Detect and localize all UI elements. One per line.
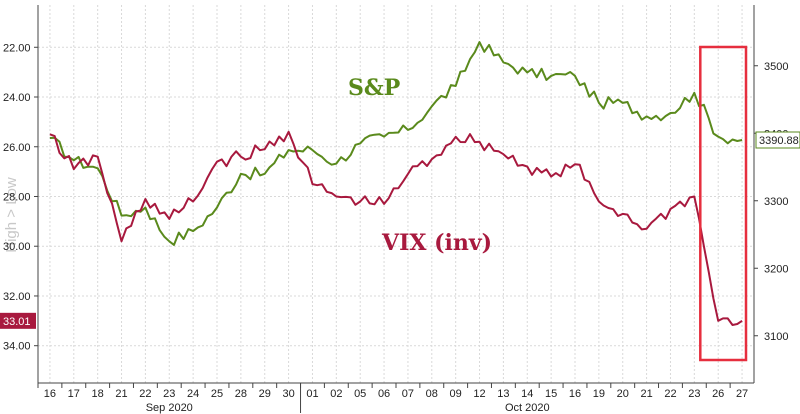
left-axis-title: High > Low xyxy=(3,177,20,253)
series-layer: 3390.88 33.01 xyxy=(0,41,800,329)
x-tick-label: 14 xyxy=(521,388,533,400)
x-tick-label: 28 xyxy=(235,388,247,400)
last-value-badge-sp xyxy=(755,131,800,149)
x-tick-label: 27 xyxy=(736,388,748,400)
left-tick-label: 22.00 xyxy=(3,42,31,54)
x-tick-label: 06 xyxy=(378,388,390,400)
highlight-box xyxy=(699,45,748,362)
x-tick-label: 26 xyxy=(712,388,724,400)
x-tick-label: 16 xyxy=(569,388,581,400)
left-tick-label: 34.00 xyxy=(3,341,31,353)
x-tick-label: 18 xyxy=(92,388,104,400)
x-tick-label: 21 xyxy=(115,388,127,400)
annotations xyxy=(699,45,748,362)
x-tick-label: 24 xyxy=(187,388,199,400)
grid xyxy=(38,5,754,383)
month-label: Oct 2020 xyxy=(505,402,550,414)
right-tick-label: 3300 xyxy=(764,196,788,208)
x-tick-label: 07 xyxy=(402,388,414,400)
x-tick-label: 13 xyxy=(497,388,509,400)
left-tick-label: 30.00 xyxy=(3,241,31,253)
x-tick-label: 05 xyxy=(354,388,366,400)
x-tick-label: 30 xyxy=(282,388,294,400)
x-tick-label: 09 xyxy=(450,388,462,400)
month-label: Sep 2020 xyxy=(146,402,193,414)
x-tick-label: 23 xyxy=(688,388,700,400)
right-tick-label: 3100 xyxy=(764,331,788,343)
x-tick-label: 23 xyxy=(163,388,175,400)
series-line-sp xyxy=(49,41,743,246)
x-tick-label: 19 xyxy=(593,388,605,400)
x-tick-label: 22 xyxy=(139,388,151,400)
x-tick-label: 29 xyxy=(259,388,271,400)
left-tick-label: 24.00 xyxy=(3,92,31,104)
axes: High > Low 22.00 24.00 26.00 28.00 30.00 32.0… xyxy=(3,5,788,414)
last-value-badge-vix xyxy=(0,312,36,329)
x-tick-label: 16 xyxy=(44,388,56,400)
x-tick-label: 12 xyxy=(473,388,485,400)
last-value-label-vix: 33.01 xyxy=(3,316,31,328)
right-tick-label: 3500 xyxy=(764,61,788,73)
x-tick-label: 01 xyxy=(306,388,318,400)
x-tick-label: 25 xyxy=(211,388,223,400)
x-tick-label: 17 xyxy=(68,388,80,400)
last-value-label-sp: 3390.88 xyxy=(759,135,799,147)
x-tick-label: 02 xyxy=(330,388,342,400)
x-tick-label: 21 xyxy=(640,388,652,400)
series-labels: S&P VIX (inv) xyxy=(348,75,492,256)
series-label-vix: VIX (inv) xyxy=(381,230,492,256)
left-tick-label: 26.00 xyxy=(3,142,31,154)
right-tick-label: 3200 xyxy=(764,263,788,275)
x-tick-label: 08 xyxy=(426,388,438,400)
x-tick-label: 20 xyxy=(617,388,629,400)
left-tick-label: 28.00 xyxy=(3,191,31,203)
series-line-vix xyxy=(49,130,743,326)
left-tick-label: 32.00 xyxy=(3,291,31,303)
x-tick-label: 22 xyxy=(664,388,676,400)
x-tick-label: 15 xyxy=(545,388,557,400)
series-label-sp: S&P xyxy=(348,75,400,101)
